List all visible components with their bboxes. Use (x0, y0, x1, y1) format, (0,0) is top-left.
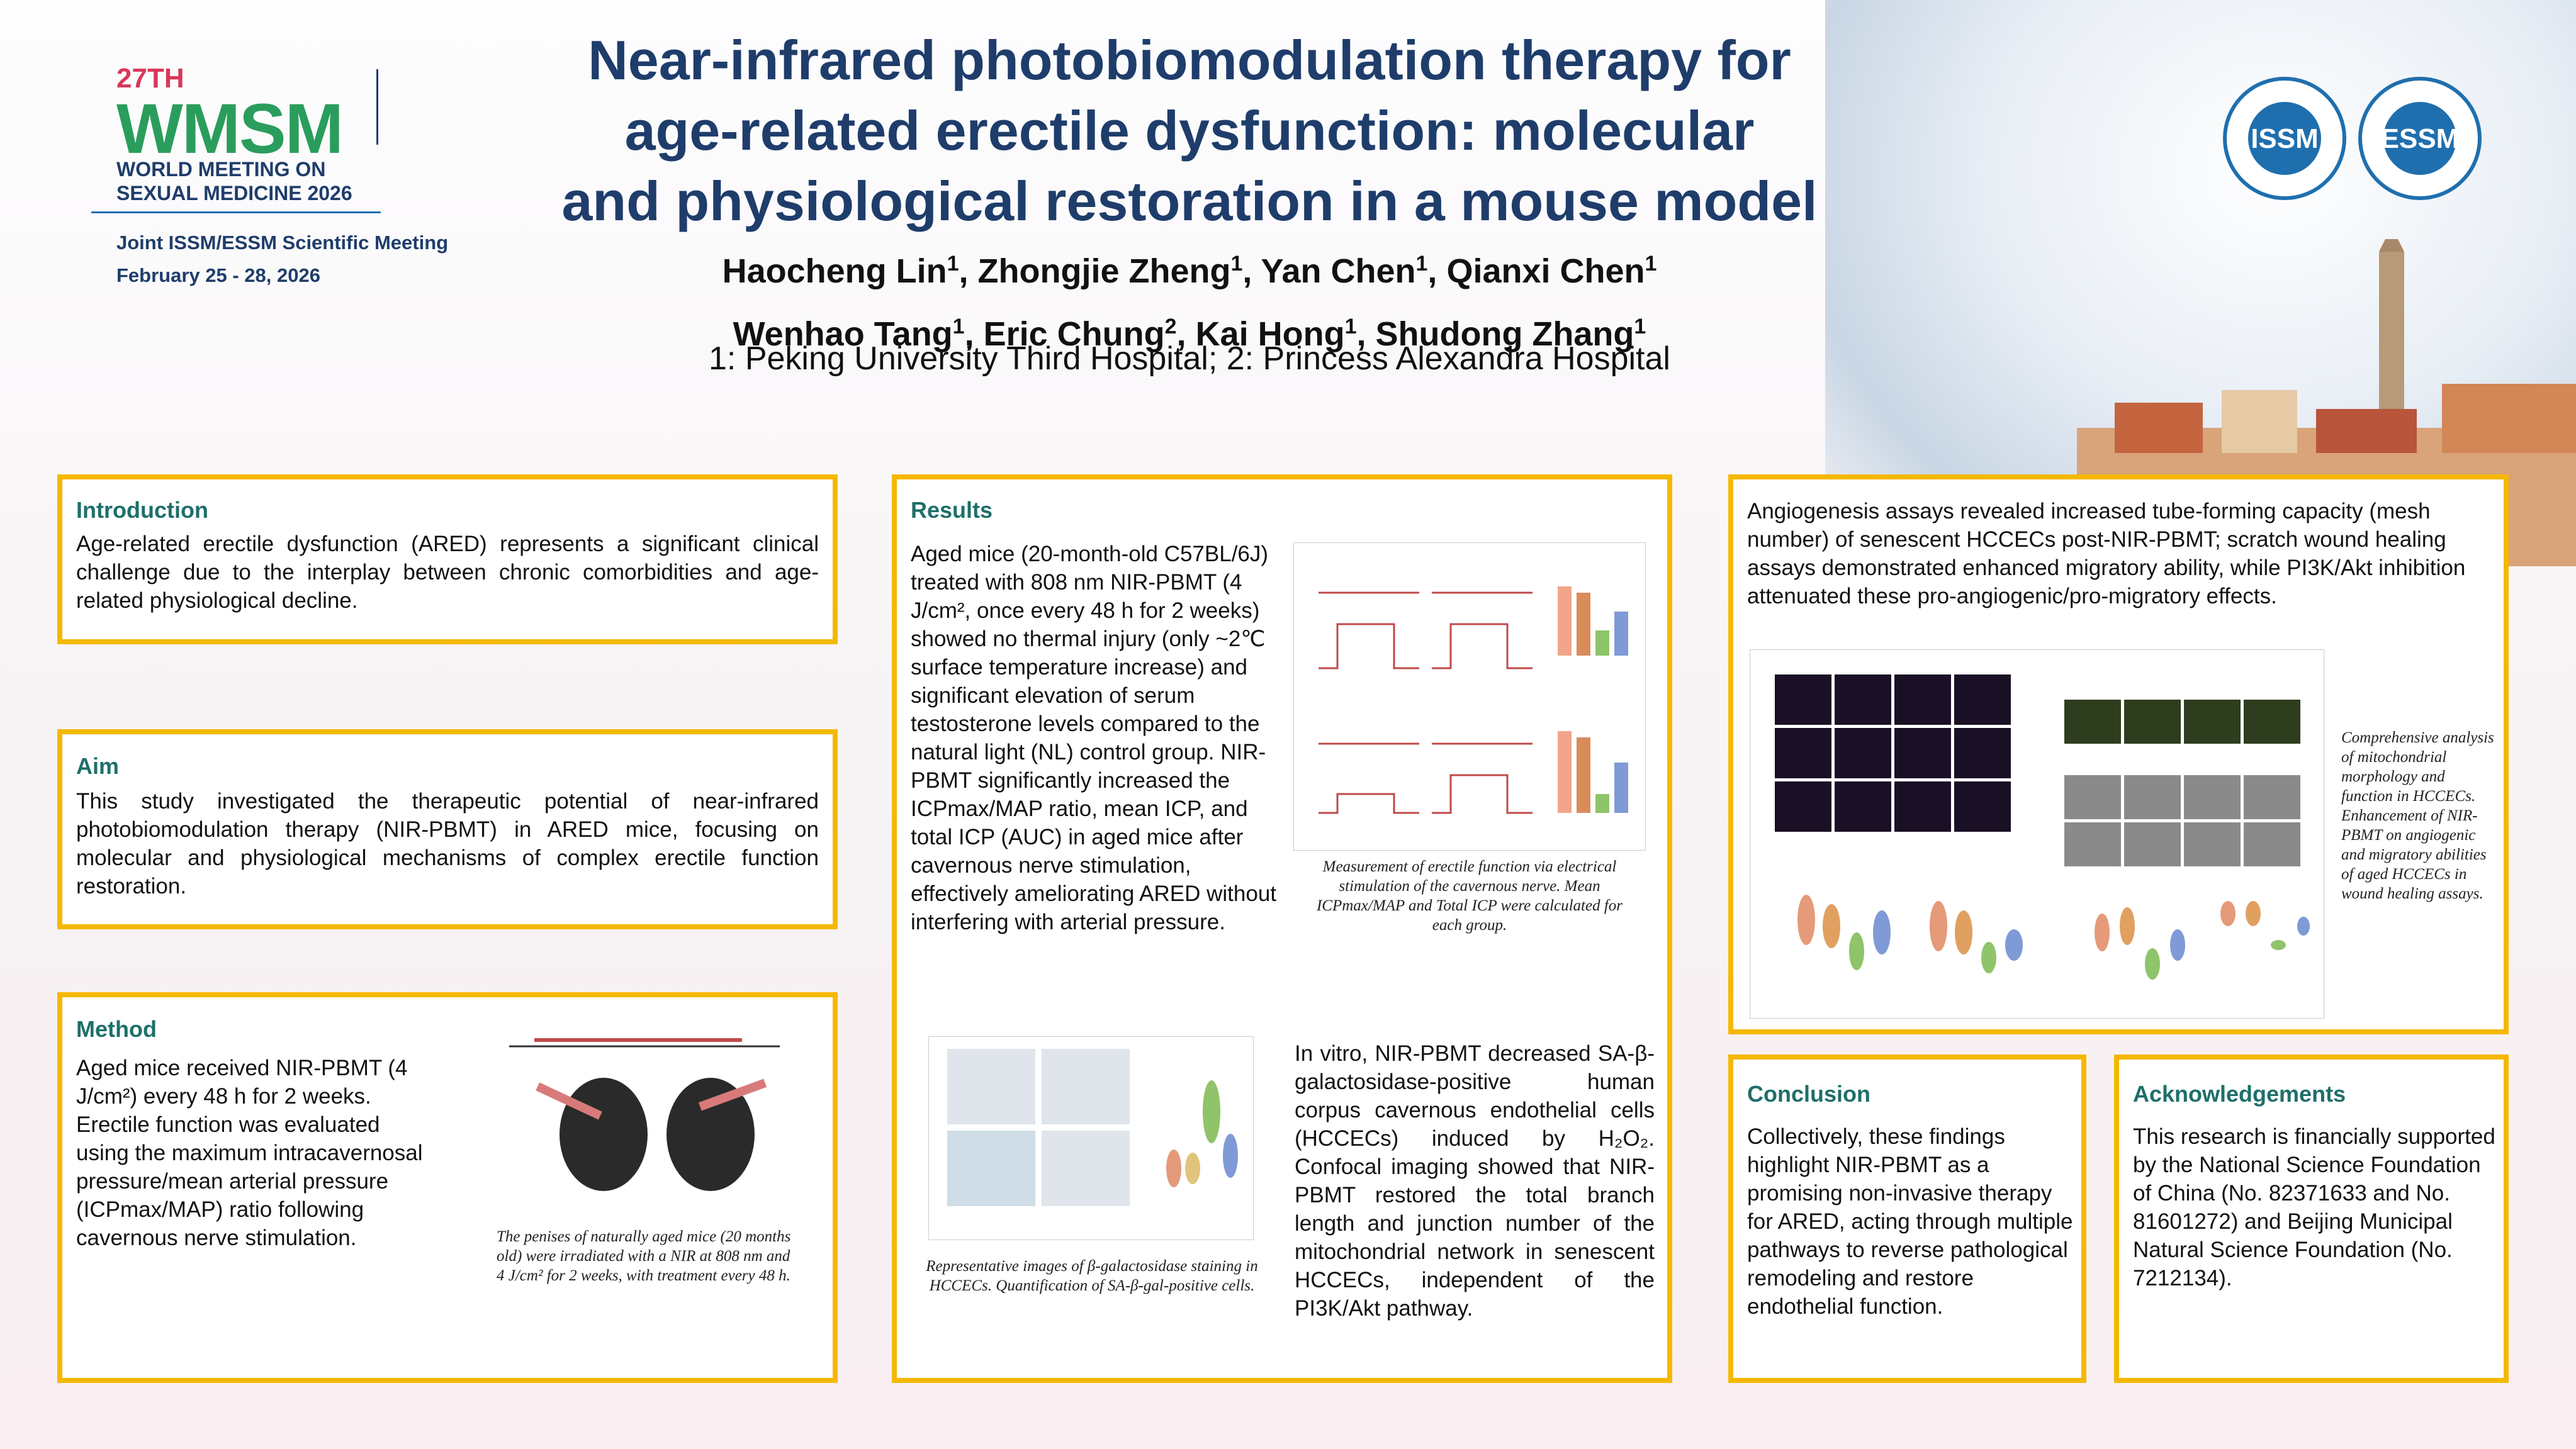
meeting-name: WORLD MEETING ON SEXUAL MEDICINE 2026 (116, 157, 352, 205)
section-text: Collectively, these findings highlight N… (1747, 1124, 2073, 1319)
section-title: Method (76, 1016, 157, 1042)
author-line: Haocheng Lin1, Zhongjie Zheng1, Yan Chen… (722, 252, 1657, 290)
method-panel: Method Aged mice received NIR-PBMT (4 J/… (57, 992, 838, 1383)
section-text: This research is financially supported b… (2133, 1124, 2495, 1290)
joint-meeting: Joint ISSM/ESSM Scientific Meeting (116, 232, 449, 254)
author-affiliation: 1 (1645, 252, 1657, 276)
section-text: Angiogenesis assays revealed increased t… (1747, 499, 2466, 608)
figure-caption: Measurement of erectile function via ele… (1316, 858, 1623, 934)
section-title: Introduction (76, 497, 208, 523)
angiogenesis-figure (1750, 649, 2324, 1019)
author: Qianxi Chen1 (1446, 252, 1656, 290)
section-title: Aim (76, 753, 120, 779)
divider (91, 211, 381, 213)
author-affiliation: 1 (947, 252, 959, 276)
authors: Haocheng Lin1, Zhongjie Zheng1, Yan Chen… (629, 236, 1750, 362)
figure-caption: The penises of naturally aged mice (20 m… (497, 1228, 791, 1284)
section-text: Age-related erectile dysfunction (ARED) … (76, 532, 819, 613)
section-title: Results (911, 497, 993, 523)
aim-panel: Aim This study investigated the therapeu… (57, 729, 838, 929)
meeting-line: WORLD MEETING ON (116, 158, 326, 181)
affiliations: 1: Peking University Third Hospital; 2: … (709, 340, 1670, 377)
author: Shudong Zhang1 (1376, 315, 1646, 353)
author: Eric Chung2 (984, 315, 1177, 353)
author: Kai Hong1 (1196, 315, 1357, 353)
title: Near-infrared photobiomodulation therapy… (441, 25, 1938, 237)
author-affiliation: 1 (1344, 315, 1357, 338)
author-affiliation: 1 (952, 315, 965, 338)
author-name: Shudong Zhang (1375, 315, 1634, 353)
section-text: In vitro, NIR-PBMT decreased SA-β-galact… (1295, 1041, 1655, 1321)
edition: 27TH (116, 63, 184, 94)
divider (376, 69, 378, 145)
title-line: Near-infrared photobiomodulation therapy… (588, 29, 1791, 91)
section-text: Aged mice (20-month-old C57BL/6J) treate… (911, 542, 1277, 934)
figure-caption: Representative images of β-galactosidase… (926, 1258, 1258, 1294)
author: Yan Chen1 (1261, 252, 1427, 290)
author-affiliation: 1 (1230, 252, 1243, 276)
author-name: Kai Hong (1195, 315, 1345, 353)
section-text: This study investigated the therapeutic … (76, 789, 819, 898)
meeting-line: SEXUAL MEDICINE 2026 (116, 182, 352, 204)
angiogenesis-panel: Angiogenesis assays revealed increased t… (1728, 474, 2509, 1034)
title-line: and physiological restoration in a mouse… (561, 170, 1818, 232)
author-name: Yan Chen (1261, 252, 1416, 290)
author-name: Qianxi Chen (1446, 252, 1645, 290)
introduction-panel: Introduction Age-related erectile dysfun… (57, 474, 838, 644)
section-title: Conclusion (1747, 1081, 1870, 1107)
author-name: Eric Chung (983, 315, 1165, 353)
section-text: Aged mice received NIR-PBMT (4 J/cm²) ev… (76, 1056, 423, 1250)
author-name: Haocheng Lin (722, 252, 947, 290)
sa-beta-gal-figure (928, 1036, 1254, 1240)
author-affiliation: 1 (1634, 315, 1646, 338)
author: Wenhao Tang1 (733, 315, 965, 353)
society-logos: ISSM ESSM (2223, 77, 2482, 200)
conclusion-panel: Conclusion Collectively, these findings … (1728, 1055, 2086, 1383)
author: Zhongjie Zheng1 (978, 252, 1243, 290)
author-affiliation: 2 (1164, 315, 1177, 338)
title-line: age-related erectile dysfunction: molecu… (624, 99, 1755, 162)
acronym: WMSM (116, 89, 344, 168)
dates: February 25 - 28, 2026 (116, 264, 320, 286)
logo-text: ISSM (2251, 123, 2319, 154)
acknowledgements-panel: Acknowledgements This research is financ… (2114, 1055, 2509, 1383)
author-name: Zhongjie Zheng (977, 252, 1231, 290)
author-name: Wenhao Tang (733, 315, 953, 353)
erectile-function-figure (1293, 542, 1646, 851)
author: Haocheng Lin1 (723, 252, 959, 290)
logo-text: ESSM (2381, 123, 2460, 154)
author-affiliation: 1 (1415, 252, 1428, 276)
section-title: Acknowledgements (2133, 1081, 2346, 1107)
figure-caption: Comprehensive analysis of mitochondrial … (2341, 729, 2494, 902)
author-line: Wenhao Tang1, Eric Chung2, Kai Hong1, Sh… (733, 315, 1646, 353)
method-figure (509, 1038, 780, 1191)
results-panel: Results Aged mice (20-month-old C57BL/6J… (892, 474, 1672, 1383)
